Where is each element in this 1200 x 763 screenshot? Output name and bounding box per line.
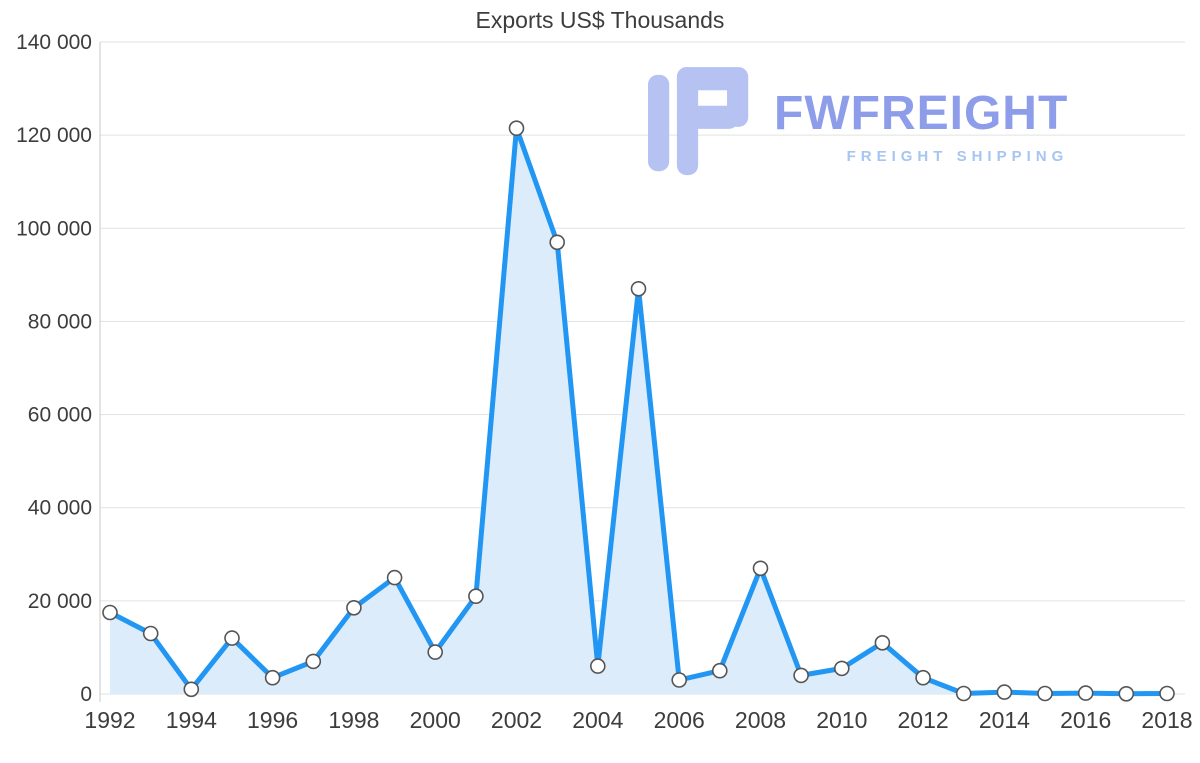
data-point-2012 (915, 669, 931, 686)
x-axis-label: 1998 (328, 707, 379, 733)
x-axis-label: 2004 (572, 707, 623, 733)
x-axis-label: 1994 (166, 707, 217, 733)
data-point-2006 (671, 672, 688, 688)
watermark: FWFREIGHT FREIGHT SHIPPING (648, 64, 1068, 184)
y-axis-label: 100 000 (16, 217, 92, 240)
data-point-1999 (386, 569, 403, 586)
data-point-2010 (833, 660, 850, 677)
y-axis-label: 20 000 (28, 590, 92, 613)
data-point-2007 (711, 662, 728, 679)
x-axis-label: 2012 (898, 707, 949, 733)
data-point-2016 (1077, 685, 1094, 701)
x-axis-label: 1996 (247, 707, 298, 733)
y-axis-label: 80 000 (28, 310, 92, 333)
x-axis-label: 2008 (735, 707, 786, 733)
x-axis-label: 2010 (816, 707, 867, 733)
x-axis-label: 2000 (410, 707, 461, 733)
y-axis-label: 0 (80, 683, 92, 706)
x-axis-label: 2006 (654, 707, 705, 733)
x-axis-label: 2016 (1060, 707, 1111, 733)
watermark-brand: FWFREIGHT (774, 87, 1069, 140)
data-point-2017 (1118, 685, 1135, 702)
data-point-2011 (874, 634, 891, 651)
x-axis-label: 1992 (84, 707, 135, 733)
area-fill (110, 128, 1167, 694)
data-point-1998 (346, 599, 362, 616)
data-point-1996 (264, 669, 281, 686)
data-point-1995 (224, 630, 240, 646)
fwfreight-logo-icon (648, 67, 749, 176)
y-axis-label: 140 000 (16, 31, 92, 54)
y-axis-label: 60 000 (28, 404, 92, 427)
data-point-2000 (427, 644, 444, 660)
data-point-2015 (1037, 685, 1053, 702)
data-point-2003 (549, 234, 566, 251)
x-axis-label: 2018 (1141, 707, 1192, 733)
watermark-text-block: FWFREIGHT FREIGHT SHIPPING (774, 87, 1069, 166)
data-point-2009 (793, 667, 809, 684)
x-axis-label: 2014 (979, 707, 1030, 733)
y-axis-label: 120 000 (16, 124, 92, 147)
data-point-1993 (142, 625, 159, 642)
data-point-1992 (102, 604, 118, 621)
data-point-2001 (468, 588, 484, 605)
data-point-2004 (589, 658, 606, 674)
data-point-2013 (955, 685, 972, 702)
data-point-2008 (752, 560, 769, 577)
y-axis-label: 40 000 (28, 497, 92, 520)
data-point-1994 (183, 681, 200, 698)
data-point-2018 (1159, 685, 1175, 702)
data-point-2002 (508, 120, 525, 136)
data-point-2014 (996, 684, 1013, 700)
chart-title: Exports US$ Thousands (475, 7, 725, 33)
data-point-2005 (630, 280, 647, 297)
watermark-tagline: FREIGHT SHIPPING (846, 148, 1069, 165)
data-point-1997 (305, 653, 322, 670)
x-axis-label: 2002 (491, 707, 542, 733)
